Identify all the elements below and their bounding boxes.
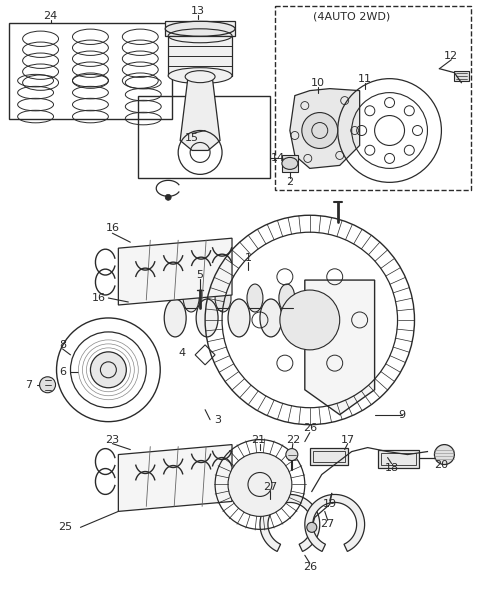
Bar xyxy=(310,447,348,465)
Ellipse shape xyxy=(228,299,250,337)
Circle shape xyxy=(39,377,56,393)
Text: 12: 12 xyxy=(444,50,458,61)
Bar xyxy=(381,452,417,465)
Bar xyxy=(313,451,345,461)
Text: 11: 11 xyxy=(358,74,372,84)
Text: 9: 9 xyxy=(398,410,405,420)
Text: 26: 26 xyxy=(303,423,317,433)
Text: 27: 27 xyxy=(263,483,277,492)
Circle shape xyxy=(165,195,171,200)
Text: 6: 6 xyxy=(59,367,66,377)
Text: 2: 2 xyxy=(286,178,293,187)
Polygon shape xyxy=(305,280,374,415)
Bar xyxy=(455,71,469,81)
Text: 26: 26 xyxy=(303,562,317,572)
Polygon shape xyxy=(305,494,365,551)
Text: 22: 22 xyxy=(286,435,300,444)
Ellipse shape xyxy=(282,157,298,170)
Ellipse shape xyxy=(279,284,295,312)
Bar xyxy=(138,95,270,178)
Text: 17: 17 xyxy=(341,435,355,444)
Ellipse shape xyxy=(247,284,263,312)
Circle shape xyxy=(280,290,340,350)
Polygon shape xyxy=(180,75,220,150)
Ellipse shape xyxy=(260,299,282,337)
Circle shape xyxy=(228,452,292,516)
Text: 14: 14 xyxy=(271,153,285,164)
Polygon shape xyxy=(290,89,360,168)
Text: 15: 15 xyxy=(185,134,199,143)
Ellipse shape xyxy=(165,21,235,36)
Circle shape xyxy=(90,352,126,388)
Polygon shape xyxy=(119,238,232,305)
Text: 16: 16 xyxy=(106,223,120,233)
Text: 20: 20 xyxy=(434,460,448,469)
Text: 13: 13 xyxy=(191,6,205,16)
Ellipse shape xyxy=(292,299,314,337)
Bar xyxy=(275,6,471,190)
Text: 10: 10 xyxy=(311,78,325,88)
Text: 3: 3 xyxy=(215,415,222,424)
Ellipse shape xyxy=(196,299,218,337)
Ellipse shape xyxy=(168,67,232,84)
Circle shape xyxy=(302,112,338,148)
Text: 18: 18 xyxy=(384,463,398,472)
Ellipse shape xyxy=(164,299,186,337)
Text: 16: 16 xyxy=(91,293,106,303)
Ellipse shape xyxy=(215,284,231,312)
Bar xyxy=(282,156,298,173)
Text: 27: 27 xyxy=(321,519,335,530)
Text: 25: 25 xyxy=(59,522,72,533)
Bar xyxy=(168,36,232,75)
Circle shape xyxy=(307,522,317,533)
Text: 4: 4 xyxy=(179,348,186,358)
Ellipse shape xyxy=(183,284,199,312)
Text: (4AUTO 2WD): (4AUTO 2WD) xyxy=(313,12,390,22)
Text: 21: 21 xyxy=(251,435,265,444)
Text: 1: 1 xyxy=(244,253,252,263)
Text: 24: 24 xyxy=(43,11,58,21)
Bar xyxy=(9,23,172,119)
Text: 8: 8 xyxy=(59,340,66,350)
Text: 19: 19 xyxy=(323,499,337,510)
Ellipse shape xyxy=(185,71,215,83)
Bar xyxy=(378,449,420,468)
Text: 7: 7 xyxy=(25,380,32,390)
Polygon shape xyxy=(119,444,232,511)
Circle shape xyxy=(286,449,298,460)
Text: 23: 23 xyxy=(105,435,120,444)
Circle shape xyxy=(434,444,455,465)
Polygon shape xyxy=(260,494,320,551)
Text: 5: 5 xyxy=(197,270,204,280)
Bar xyxy=(165,21,235,36)
